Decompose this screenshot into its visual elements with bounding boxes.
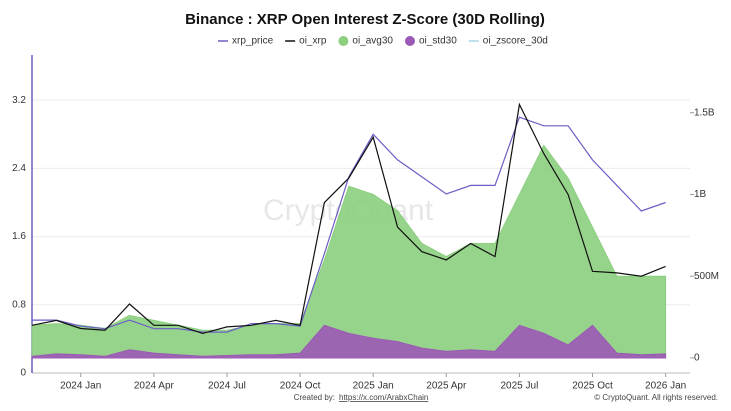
- y-tick-label: 1.6: [12, 231, 26, 242]
- legend: xrp_price oi_xrp oi_avg30 oi_std30 oi_zscore…: [218, 36, 548, 47]
- y2-tick-label: 500M: [694, 271, 719, 282]
- x-tick-label: 2025 Jul: [501, 381, 539, 392]
- x-tick-label: 2025 Oct: [572, 381, 613, 392]
- y-tick-label: 0.8: [12, 299, 26, 310]
- y-tick-label: 2.4: [12, 163, 26, 174]
- area: [31, 324, 667, 359]
- x-tick-label: 2024 Apr: [134, 381, 175, 392]
- y2-tick-label: 0: [694, 353, 700, 364]
- x-tick-label: 2025 Jan: [353, 381, 394, 392]
- y2-tick-label: 1B: [694, 189, 707, 200]
- y2-tick-label: 1.5B: [694, 107, 715, 118]
- legend-label: oi_std30: [419, 36, 457, 47]
- credit-label: Created by:: [294, 393, 335, 402]
- line: [32, 116, 666, 333]
- legend-label: oi_avg30: [352, 36, 393, 47]
- x-tick-label: 2026 Jan: [645, 381, 686, 392]
- legend-swatch: [338, 36, 349, 46]
- line: [31, 102, 666, 335]
- y-tick-label: 3.2: [12, 95, 26, 106]
- legend-label: oi_xrp: [299, 36, 327, 47]
- area: [31, 144, 667, 359]
- x-tick-label: 2024 Jan: [60, 381, 101, 392]
- copyright: © CryptoQuant. All rights reserved.: [594, 393, 718, 402]
- legend-swatch: [404, 36, 415, 46]
- x-tick-label: 2025 Apr: [426, 381, 467, 392]
- chart-title: Binance : XRP Open Interest Z-Score (30D…: [185, 11, 545, 28]
- legend-label: xrp_price: [232, 36, 274, 47]
- credit-link[interactable]: https://x.com/ArabxChain: [339, 393, 428, 402]
- legend-label: oi_zscore_30d: [483, 36, 548, 47]
- x-tick-label: 2024 Jul: [208, 381, 246, 392]
- y-tick-label: 0: [20, 368, 26, 379]
- x-tick-label: 2024 Oct: [280, 381, 321, 392]
